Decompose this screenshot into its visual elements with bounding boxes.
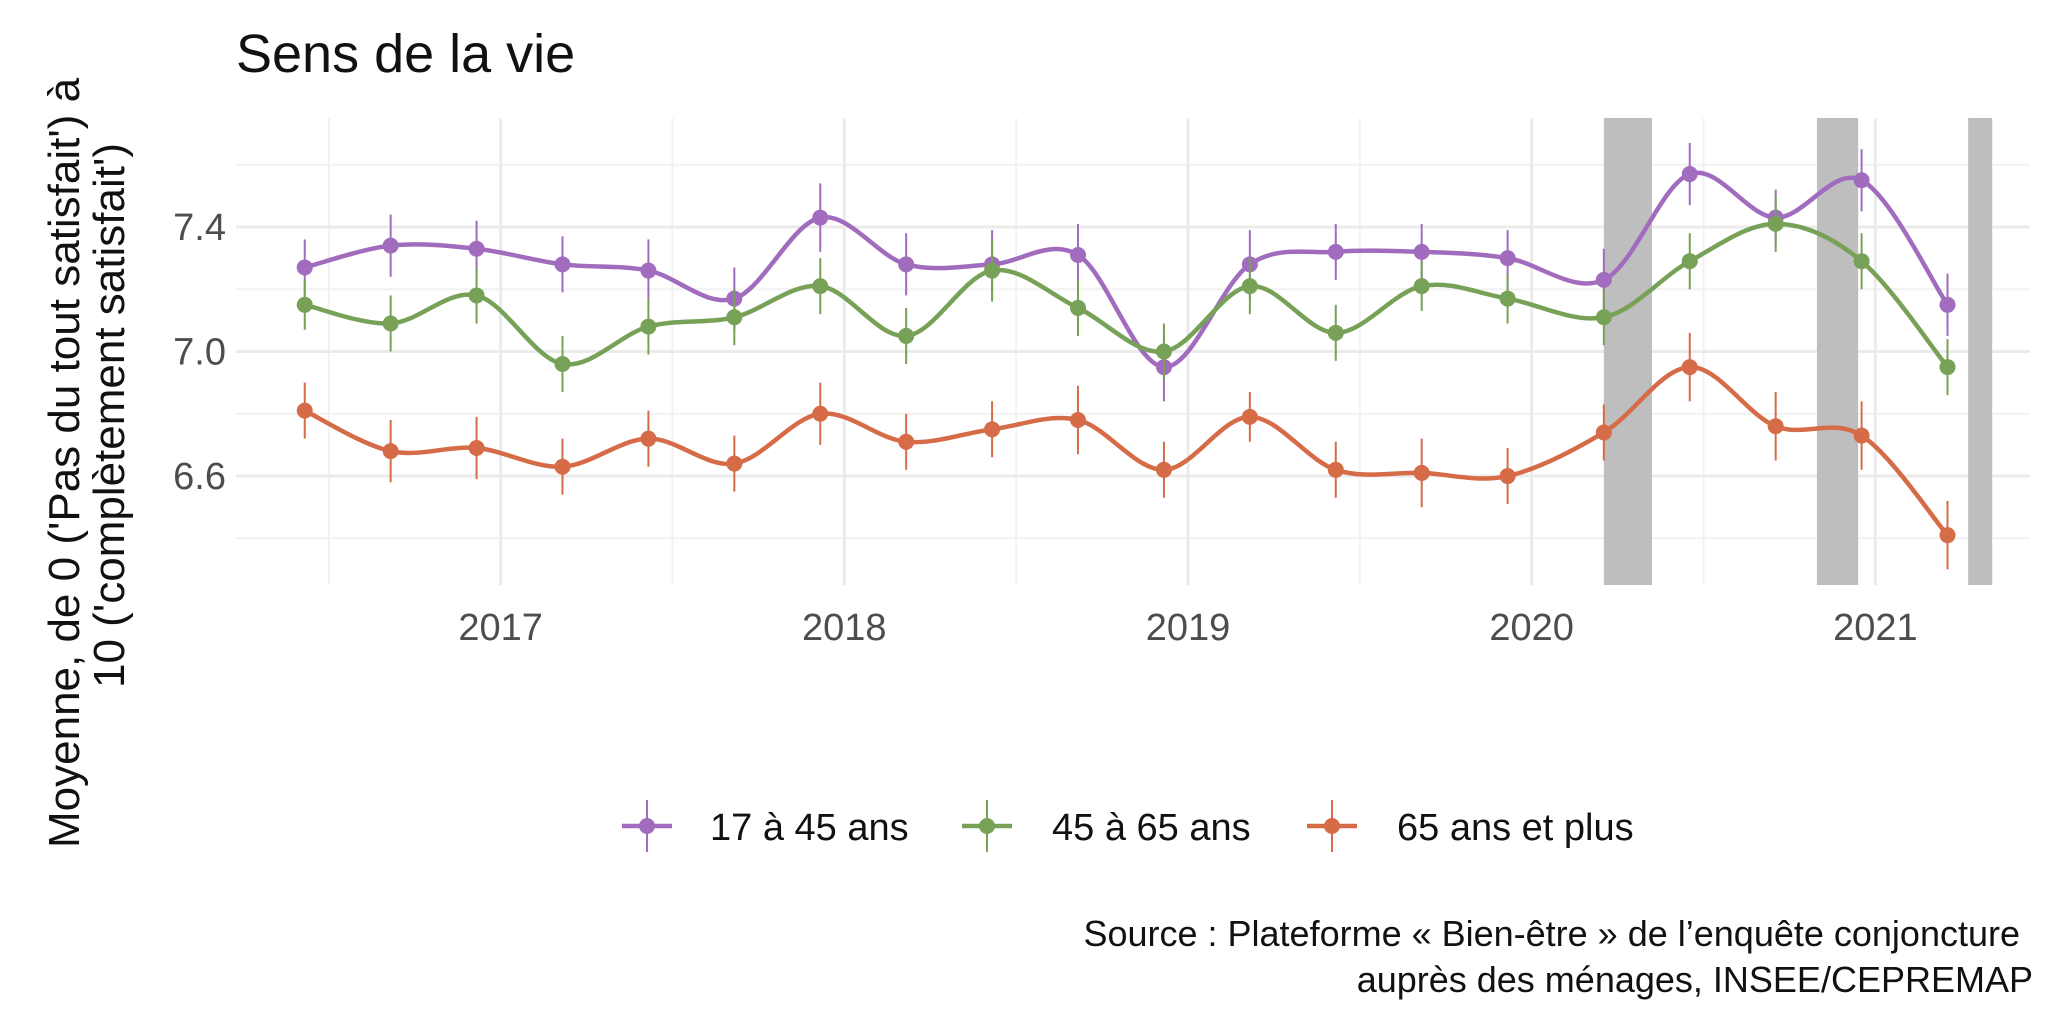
data-point bbox=[898, 256, 915, 273]
series-2 bbox=[296, 195, 1956, 396]
data-point bbox=[1767, 215, 1784, 232]
data-point bbox=[1595, 424, 1612, 441]
data-point bbox=[1241, 408, 1258, 425]
data-point bbox=[1681, 253, 1698, 270]
data-point bbox=[1155, 461, 1172, 478]
data-point bbox=[1939, 296, 1956, 313]
data-point bbox=[382, 237, 399, 254]
data-point bbox=[1327, 243, 1344, 260]
x-tick-label: 2018 bbox=[802, 607, 887, 649]
legend-label: 65 ans et plus bbox=[1397, 807, 1634, 849]
data-point bbox=[812, 278, 829, 295]
chart-title: Sens de la vie bbox=[236, 24, 575, 84]
data-point bbox=[1939, 527, 1956, 544]
data-point bbox=[468, 440, 485, 457]
legend-item-2: 45 à 65 ans bbox=[962, 800, 1251, 852]
data-point bbox=[640, 430, 657, 447]
data-point bbox=[1413, 243, 1430, 260]
series-1 bbox=[296, 142, 1956, 402]
data-point bbox=[1413, 464, 1430, 481]
data-point bbox=[640, 318, 657, 335]
data-point bbox=[898, 433, 915, 450]
x-tick-label: 2021 bbox=[1833, 607, 1918, 649]
data-point bbox=[726, 309, 743, 326]
y-tick-label: 6.6 bbox=[173, 456, 226, 498]
legend-key-point bbox=[639, 818, 655, 834]
data-point bbox=[468, 287, 485, 304]
shaded-period bbox=[1603, 118, 1652, 585]
data-point bbox=[382, 443, 399, 460]
legend-key-point bbox=[979, 818, 995, 834]
data-point bbox=[1327, 324, 1344, 341]
data-point bbox=[296, 402, 313, 419]
grid bbox=[236, 118, 2030, 585]
legend-item-1: 17 à 45 ans bbox=[622, 800, 909, 852]
data-point bbox=[1681, 166, 1698, 183]
data-point bbox=[554, 458, 571, 475]
shaded-periods bbox=[1603, 118, 1993, 585]
data-point bbox=[640, 262, 657, 279]
series-3 bbox=[296, 332, 1956, 570]
y-axis: 6.6 7.0 7.4 bbox=[173, 207, 226, 498]
data-point bbox=[1939, 359, 1956, 376]
x-axis: 2017 2018 2019 2020 2021 bbox=[458, 607, 1917, 649]
x-tick-label: 2017 bbox=[458, 607, 543, 649]
data-point bbox=[1499, 290, 1516, 307]
data-point bbox=[984, 262, 1001, 279]
data-point bbox=[554, 355, 571, 372]
data-point bbox=[1853, 172, 1870, 189]
data-point bbox=[1070, 299, 1087, 316]
data-point bbox=[382, 315, 399, 332]
x-tick-label: 2019 bbox=[1146, 607, 1231, 649]
data-point bbox=[1681, 359, 1698, 376]
shaded-period bbox=[1968, 118, 1993, 585]
data-point bbox=[1070, 246, 1087, 263]
data-point bbox=[1155, 343, 1172, 360]
data-point bbox=[1767, 418, 1784, 435]
data-point bbox=[1853, 253, 1870, 270]
legend: 17 à 45 ans 45 à 65 ans 65 ans et plus bbox=[622, 800, 1634, 852]
data-point bbox=[984, 421, 1001, 438]
source-caption-line-1: Source : Plateforme « Bien-être » de l’e… bbox=[1083, 913, 2020, 954]
data-point bbox=[1499, 468, 1516, 485]
y-tick-label: 7.4 bbox=[173, 207, 226, 249]
series-line bbox=[303, 364, 1950, 537]
data-point bbox=[1853, 427, 1870, 444]
shaded-period bbox=[1816, 118, 1859, 585]
data-point bbox=[1595, 271, 1612, 288]
x-tick-label: 2020 bbox=[1489, 607, 1574, 649]
data-point bbox=[812, 405, 829, 422]
data-point bbox=[1070, 411, 1087, 428]
data-point bbox=[468, 240, 485, 257]
data-point bbox=[554, 256, 571, 273]
y-tick-label: 7.0 bbox=[173, 332, 226, 374]
data-series bbox=[296, 142, 1956, 570]
y-axis-label-line-1: Moyenne, de 0 ('Pas du tout satisfait') … bbox=[40, 77, 89, 848]
legend-label: 45 à 65 ans bbox=[1052, 807, 1251, 849]
data-point bbox=[1499, 250, 1516, 267]
legend-key-point bbox=[1324, 818, 1340, 834]
data-point bbox=[726, 455, 743, 472]
data-point bbox=[296, 259, 313, 276]
data-point bbox=[296, 296, 313, 313]
data-point bbox=[1413, 278, 1430, 295]
y-axis-label-line-2: 10 ('complètement satisfait') bbox=[85, 143, 134, 688]
source-caption-line-2: auprès des ménages, INSEE/CEPREMAP bbox=[1357, 959, 2033, 1000]
series-line bbox=[304, 221, 1950, 369]
data-point bbox=[898, 327, 915, 344]
data-point bbox=[1241, 278, 1258, 295]
data-point bbox=[1327, 461, 1344, 478]
legend-item-3: 65 ans et plus bbox=[1307, 800, 1634, 852]
data-point bbox=[812, 209, 829, 226]
legend-label: 17 à 45 ans bbox=[710, 807, 909, 849]
data-point bbox=[1595, 309, 1612, 326]
